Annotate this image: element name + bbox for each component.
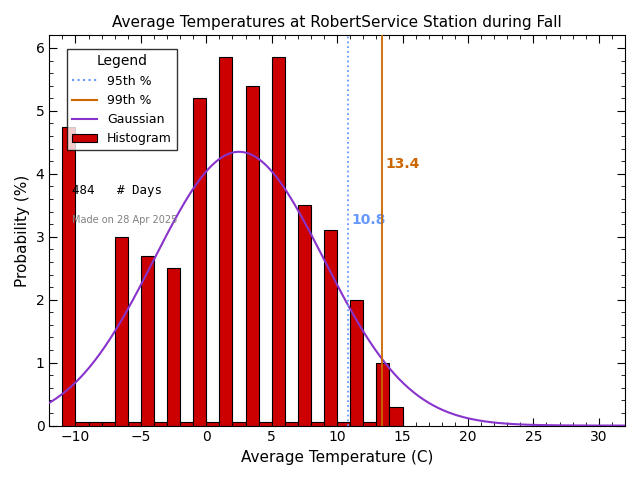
X-axis label: Average Temperature (C): Average Temperature (C) [241, 450, 433, 465]
Bar [180, 422, 193, 426]
Text: Made on 28 Apr 2025: Made on 28 Apr 2025 [72, 215, 178, 225]
Bar [115, 237, 128, 426]
Bar [259, 422, 272, 426]
Y-axis label: Probability (%): Probability (%) [15, 174, 30, 287]
Bar [62, 127, 76, 426]
Bar [298, 205, 311, 426]
Bar [232, 422, 246, 426]
Text: 13.4: 13.4 [385, 156, 420, 170]
Bar [193, 98, 206, 426]
Bar [141, 256, 154, 426]
Bar [272, 58, 285, 426]
Title: Average Temperatures at RobertService Station during Fall: Average Temperatures at RobertService St… [112, 15, 562, 30]
Bar [167, 268, 180, 426]
Bar [76, 422, 88, 426]
Bar [364, 422, 376, 426]
Bar [337, 422, 350, 426]
Text: 484   # Days: 484 # Days [72, 184, 163, 197]
Bar [206, 422, 220, 426]
Bar [88, 422, 102, 426]
Bar [246, 86, 259, 426]
Bar [128, 422, 141, 426]
Legend: 95th %, 99th %, Gaussian, Histogram: 95th %, 99th %, Gaussian, Histogram [67, 49, 177, 150]
Bar [154, 422, 167, 426]
Bar [220, 58, 232, 426]
Bar [102, 422, 115, 426]
Bar [390, 407, 403, 426]
Bar [324, 230, 337, 426]
Bar [285, 422, 298, 426]
Bar [376, 362, 390, 426]
Bar [350, 300, 364, 426]
Bar [311, 422, 324, 426]
Text: 10.8: 10.8 [351, 213, 386, 227]
